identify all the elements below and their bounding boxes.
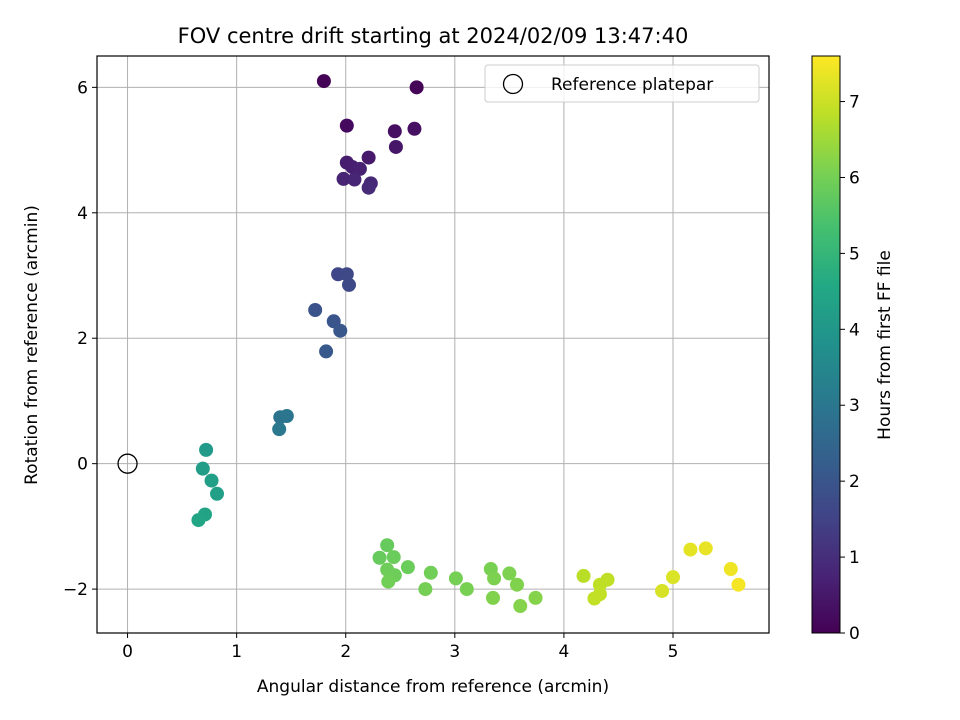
data-point: [195, 461, 210, 476]
x-axis-label: Angular distance from reference (arcmin): [257, 677, 609, 697]
plot-area-frame: [96, 55, 770, 634]
data-point: [319, 344, 334, 359]
x-tick-label: 3: [449, 642, 460, 662]
x-tick-label: 4: [558, 642, 569, 662]
data-point: [361, 150, 376, 165]
colorbar-tick-label: 3: [849, 396, 860, 416]
data-point: [339, 267, 354, 282]
data-point: [333, 323, 348, 338]
data-point: [199, 442, 214, 457]
data-point: [487, 571, 502, 586]
data-point: [528, 590, 543, 605]
data-point: [308, 303, 323, 318]
legend-box: [484, 64, 760, 103]
data-point: [666, 570, 680, 585]
legend: Reference platepar: [484, 64, 760, 103]
colorbar-tick-label: 1: [849, 548, 860, 568]
data-points: [191, 74, 746, 614]
y-axis-label: Rotation from reference (arcmin): [22, 205, 42, 485]
data-point: [386, 550, 401, 565]
colorbar-tick-label: 4: [849, 320, 860, 340]
data-point: [409, 80, 424, 95]
y-tick-label: −2: [63, 580, 88, 600]
data-point: [407, 121, 422, 136]
data-point: [210, 486, 224, 501]
legend-label-reference-platepar: Reference platepar: [551, 75, 713, 95]
data-point: [352, 161, 367, 176]
data-point: [204, 473, 219, 488]
data-point: [380, 538, 395, 553]
data-point: [418, 582, 433, 597]
data-point: [513, 599, 528, 614]
data-point: [459, 582, 474, 597]
data-point: [423, 565, 438, 580]
colorbar-tick-label: 7: [849, 93, 860, 113]
y-tick-label: 6: [77, 78, 88, 98]
data-point: [502, 566, 517, 581]
chart-title: FOV centre drift starting at 2024/02/09 …: [178, 24, 689, 48]
data-point: [587, 591, 602, 606]
colorbar-tick-label: 2: [849, 472, 860, 492]
data-point: [683, 542, 698, 557]
data-point: [381, 574, 396, 589]
data-point: [279, 408, 294, 423]
reference-marker-layer: [117, 453, 138, 474]
data-point: [387, 124, 402, 139]
data-point: [372, 550, 387, 565]
data-point: [316, 74, 331, 89]
data-point: [655, 583, 670, 598]
data-point: [347, 172, 362, 187]
data-point: [339, 118, 354, 133]
x-tick-label: 0: [122, 642, 133, 662]
reference-platepar-marker: [117, 453, 138, 474]
data-point: [272, 422, 287, 437]
y-tick-label: 4: [77, 204, 88, 224]
x-axis-ticks: 0 1 2 3 4 5: [122, 633, 678, 662]
x-tick-label: 5: [668, 642, 679, 662]
colorbar-ticks: 0 1 2 3 4 5 6 7: [840, 93, 860, 644]
data-point: [336, 171, 351, 186]
y-tick-label: 0: [77, 455, 88, 475]
data-point: [723, 562, 738, 577]
colorbar: 0 1 2 3 4 5 6 7 Hours from first FF file: [811, 55, 895, 644]
colorbar-label: Hours from first FF file: [875, 250, 895, 440]
data-point: [510, 577, 524, 592]
data-point: [191, 513, 206, 528]
colorbar-tick-label: 0: [849, 624, 860, 644]
colorbar-tick-label: 6: [849, 168, 860, 188]
data-point: [388, 139, 403, 154]
data-point: [448, 571, 463, 586]
x-tick-label: 2: [340, 642, 351, 662]
data-point: [600, 572, 615, 587]
data-point: [342, 277, 356, 292]
data-point: [731, 577, 746, 592]
data-point: [400, 560, 415, 575]
data-point: [698, 541, 713, 556]
y-tick-label: 2: [77, 329, 88, 349]
legend-marker-reference: [502, 73, 524, 95]
data-point: [361, 180, 376, 195]
colorbar-tick-label: 5: [849, 244, 860, 264]
x-tick-label: 1: [231, 642, 242, 662]
colorbar-gradient: [811, 55, 841, 634]
y-axis-ticks: −2 0 2 4 6: [63, 78, 97, 600]
data-point: [576, 568, 591, 583]
data-point: [486, 590, 500, 605]
